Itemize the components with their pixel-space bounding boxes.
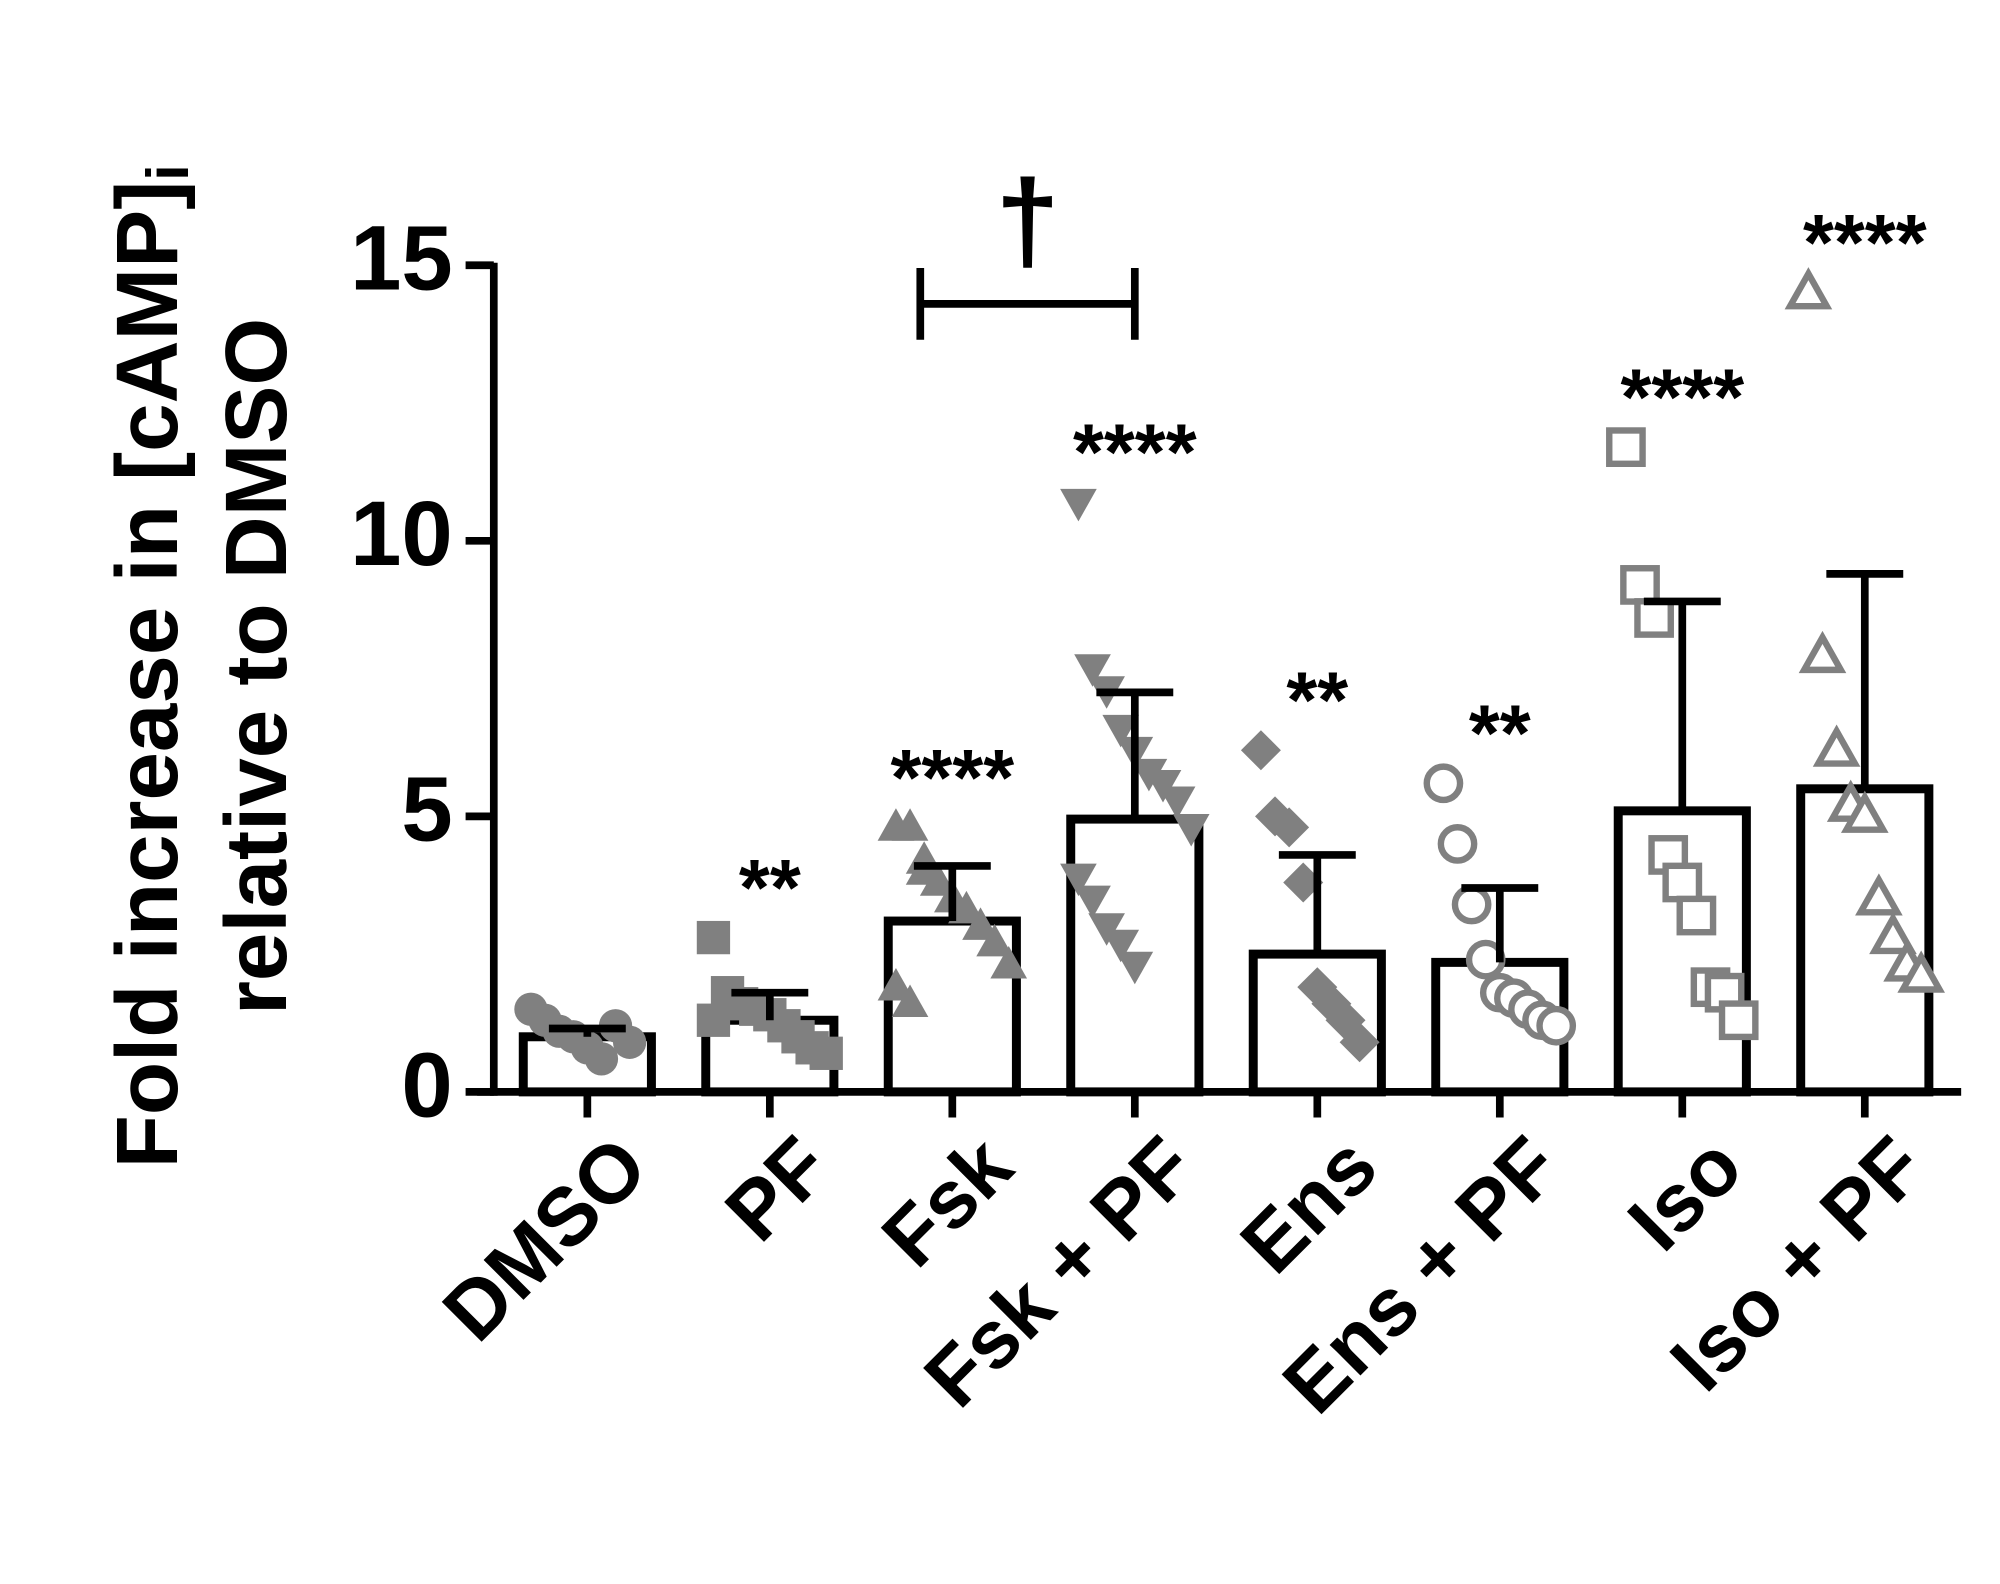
x-tick-label: PF <box>708 1120 846 1258</box>
significance-label: ** <box>1286 656 1348 745</box>
y-tick-label: 15 <box>350 206 453 310</box>
significance-label: ** <box>739 843 801 932</box>
significance-label: **** <box>1620 353 1744 442</box>
bar <box>1796 784 1934 1097</box>
y-axis-label-main: Fold increase in [cAMP] <box>99 181 196 1169</box>
data-point <box>1855 873 1903 916</box>
data-point <box>1784 267 1833 310</box>
data-point <box>948 890 985 924</box>
y-axis-label: Fold increase in [cAMP]i <box>99 164 201 1168</box>
y-tick-label: 5 <box>401 757 452 861</box>
data-point <box>1676 895 1717 936</box>
data-point <box>891 808 929 841</box>
x-tick-label: Iso <box>1611 1120 1759 1268</box>
x-tick-label: Fsk <box>865 1120 1030 1285</box>
data-point <box>1144 769 1182 803</box>
significance-label: **** <box>1803 198 1927 287</box>
data-point <box>1718 1000 1759 1041</box>
data-point <box>1662 862 1703 903</box>
y-tick-label: 10 <box>350 481 453 585</box>
data-point <box>1088 913 1125 946</box>
data-point <box>976 923 1013 957</box>
data-point <box>990 945 1028 979</box>
significance-label: **** <box>890 733 1014 822</box>
data-point <box>612 1025 647 1059</box>
data-point <box>696 1003 731 1037</box>
data-point <box>1060 488 1097 522</box>
data-point <box>1325 1000 1366 1041</box>
data-point <box>1423 763 1464 804</box>
data-point <box>1437 824 1478 864</box>
y-axis-label-subscript: i <box>136 164 201 180</box>
data-point <box>1240 730 1281 771</box>
data-point <box>891 984 929 1018</box>
data-point <box>1606 427 1646 467</box>
data-point <box>1840 790 1889 833</box>
data-point <box>809 1036 843 1070</box>
data-point <box>1451 884 1492 925</box>
data-point <box>962 907 999 940</box>
data-point <box>1060 863 1097 897</box>
data-point <box>1812 724 1861 767</box>
data-point <box>1634 598 1674 638</box>
data-point <box>584 1042 619 1076</box>
data-point <box>1339 1022 1380 1063</box>
significance-label: **** <box>1073 408 1197 497</box>
data-point <box>1897 950 1945 993</box>
x-tick-label: DMSO <box>426 1120 664 1358</box>
y-tick-label: 0 <box>401 1032 452 1136</box>
data-point <box>1116 951 1154 985</box>
data-point <box>696 920 731 955</box>
data-point <box>1102 714 1140 748</box>
data-point <box>1798 630 1847 674</box>
data-point <box>1074 654 1111 687</box>
data-point <box>1620 565 1660 605</box>
data-point <box>1269 807 1310 848</box>
data-point <box>877 968 915 1001</box>
bracket-label: † <box>995 157 1059 285</box>
y-axis-label-line2: relative to DMSO <box>208 318 305 1015</box>
data-point <box>1536 1005 1577 1046</box>
data-point <box>1172 814 1210 847</box>
data-point <box>1074 885 1111 919</box>
data-point <box>1102 929 1140 963</box>
data-point <box>1158 786 1196 819</box>
significance-label: ** <box>1469 689 1531 778</box>
data-point <box>1869 911 1917 955</box>
data-point <box>1297 967 1338 1008</box>
